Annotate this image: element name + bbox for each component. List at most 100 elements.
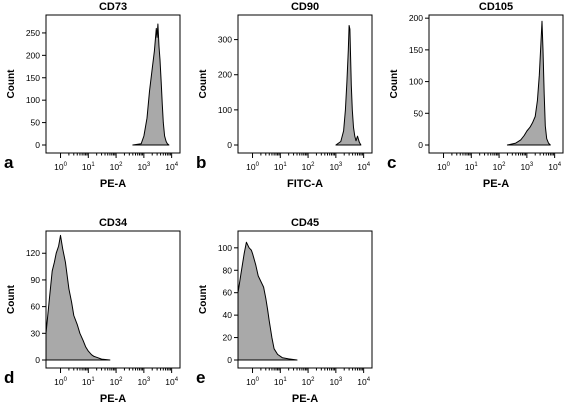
y-tick-label: 100: [218, 105, 232, 115]
x-tick-exponent: 1: [283, 162, 287, 168]
x-tick-label: 103: [520, 162, 533, 172]
x-tick-base: 10: [246, 162, 256, 172]
y-tick-label: 0: [418, 140, 423, 150]
x-tick-exponent: 4: [175, 377, 179, 383]
x-tick-label: 101: [82, 162, 95, 172]
y-tick-label: 0: [35, 140, 40, 150]
x-tick-base: 10: [520, 162, 530, 172]
x-tick-base: 10: [329, 162, 339, 172]
chart-title: CD73: [99, 1, 127, 13]
x-tick-label: 100: [437, 162, 450, 172]
x-tick-exponent: 2: [311, 377, 315, 383]
x-tick-label: 103: [137, 377, 150, 387]
y-tick-label: 150: [409, 45, 423, 55]
x-tick-base: 10: [82, 162, 92, 172]
y-tick-label: 50: [414, 108, 424, 118]
x-tick-exponent: 4: [367, 377, 371, 383]
y-tick-label: 200: [409, 13, 423, 23]
histogram-area: [506, 20, 551, 146]
x-tick-base: 10: [302, 377, 312, 387]
y-tick-label: 40: [223, 310, 233, 320]
x-tick-label: 104: [357, 162, 370, 172]
x-tick-label: 102: [110, 377, 123, 387]
x-tick-label: 101: [465, 162, 478, 172]
x-tick-exponent: 2: [502, 162, 506, 168]
y-tick-label: 60: [223, 288, 233, 298]
x-tick-label: 102: [493, 162, 506, 172]
x-tick-base: 10: [54, 162, 64, 172]
x-tick-exponent: 1: [474, 162, 478, 168]
y-tick-label: 120: [26, 248, 40, 258]
x-tick-base: 10: [437, 162, 447, 172]
x-tick-exponent: 4: [175, 162, 179, 168]
x-tick-exponent: 3: [530, 162, 534, 168]
y-tick-label: 60: [31, 302, 41, 312]
x-tick-label: 100: [246, 162, 259, 172]
chart-title: CD105: [479, 1, 513, 13]
y-axis-label: Count: [389, 69, 400, 99]
x-tick-label: 102: [302, 377, 315, 387]
x-axis-label: PE-A: [292, 393, 318, 402]
x-tick-exponent: 0: [256, 162, 260, 168]
x-tick-label: 101: [274, 377, 287, 387]
x-tick-exponent: 2: [311, 162, 315, 168]
x-tick-label: 103: [329, 377, 342, 387]
x-tick-exponent: 0: [64, 162, 68, 168]
panel-letter: c: [387, 153, 396, 172]
chart-title: CD34: [99, 217, 128, 229]
x-tick-exponent: 0: [256, 377, 260, 383]
x-tick-exponent: 3: [147, 377, 151, 383]
x-tick-base: 10: [274, 162, 284, 172]
x-tick-label: 104: [165, 377, 178, 387]
x-tick-label: 100: [54, 162, 67, 172]
x-axis-label: PE-A: [100, 178, 126, 190]
panel-letter: e: [196, 368, 205, 387]
x-tick-base: 10: [165, 377, 175, 387]
y-tick-label: 100: [409, 77, 423, 87]
y-tick-label: 200: [26, 50, 40, 60]
x-tick-base: 10: [493, 162, 503, 172]
x-tick-base: 10: [137, 162, 147, 172]
x-tick-base: 10: [357, 162, 367, 172]
y-tick-label: 80: [223, 265, 233, 275]
y-tick-label: 100: [26, 95, 40, 105]
x-tick-base: 10: [329, 377, 339, 387]
x-tick-label: 101: [82, 377, 95, 387]
x-tick-exponent: 3: [147, 162, 151, 168]
x-tick-exponent: 2: [119, 162, 123, 168]
y-tick-label: 150: [26, 73, 40, 83]
chart-title: CD45: [291, 217, 319, 229]
x-tick-exponent: 3: [339, 377, 343, 383]
panel-letter: b: [196, 153, 206, 172]
y-axis-label: Count: [198, 284, 209, 314]
histogram-area: [132, 23, 170, 146]
x-tick-label: 102: [110, 162, 123, 172]
x-tick-exponent: 0: [447, 162, 451, 168]
x-tick-base: 10: [274, 377, 284, 387]
y-tick-label: 30: [31, 328, 41, 338]
x-tick-base: 10: [82, 377, 92, 387]
x-tick-label: 104: [548, 162, 561, 172]
x-tick-label: 103: [137, 162, 150, 172]
x-tick-label: 101: [274, 162, 287, 172]
histogram-area: [237, 241, 298, 361]
x-tick-label: 100: [54, 377, 67, 387]
x-tick-label: 102: [302, 162, 315, 172]
x-tick-base: 10: [357, 377, 367, 387]
x-tick-base: 10: [110, 162, 120, 172]
y-tick-label: 0: [227, 355, 232, 365]
y-tick-label: 250: [26, 28, 40, 38]
y-tick-label: 0: [227, 140, 232, 150]
y-axis-label: Count: [6, 69, 17, 99]
x-tick-exponent: 1: [91, 162, 95, 168]
x-tick-base: 10: [54, 377, 64, 387]
panel-letter: d: [4, 368, 14, 387]
y-tick-label: 90: [31, 275, 41, 285]
x-axis-label: PE-A: [100, 393, 126, 402]
y-tick-label: 100: [218, 243, 232, 253]
x-tick-label: 100: [246, 377, 259, 387]
